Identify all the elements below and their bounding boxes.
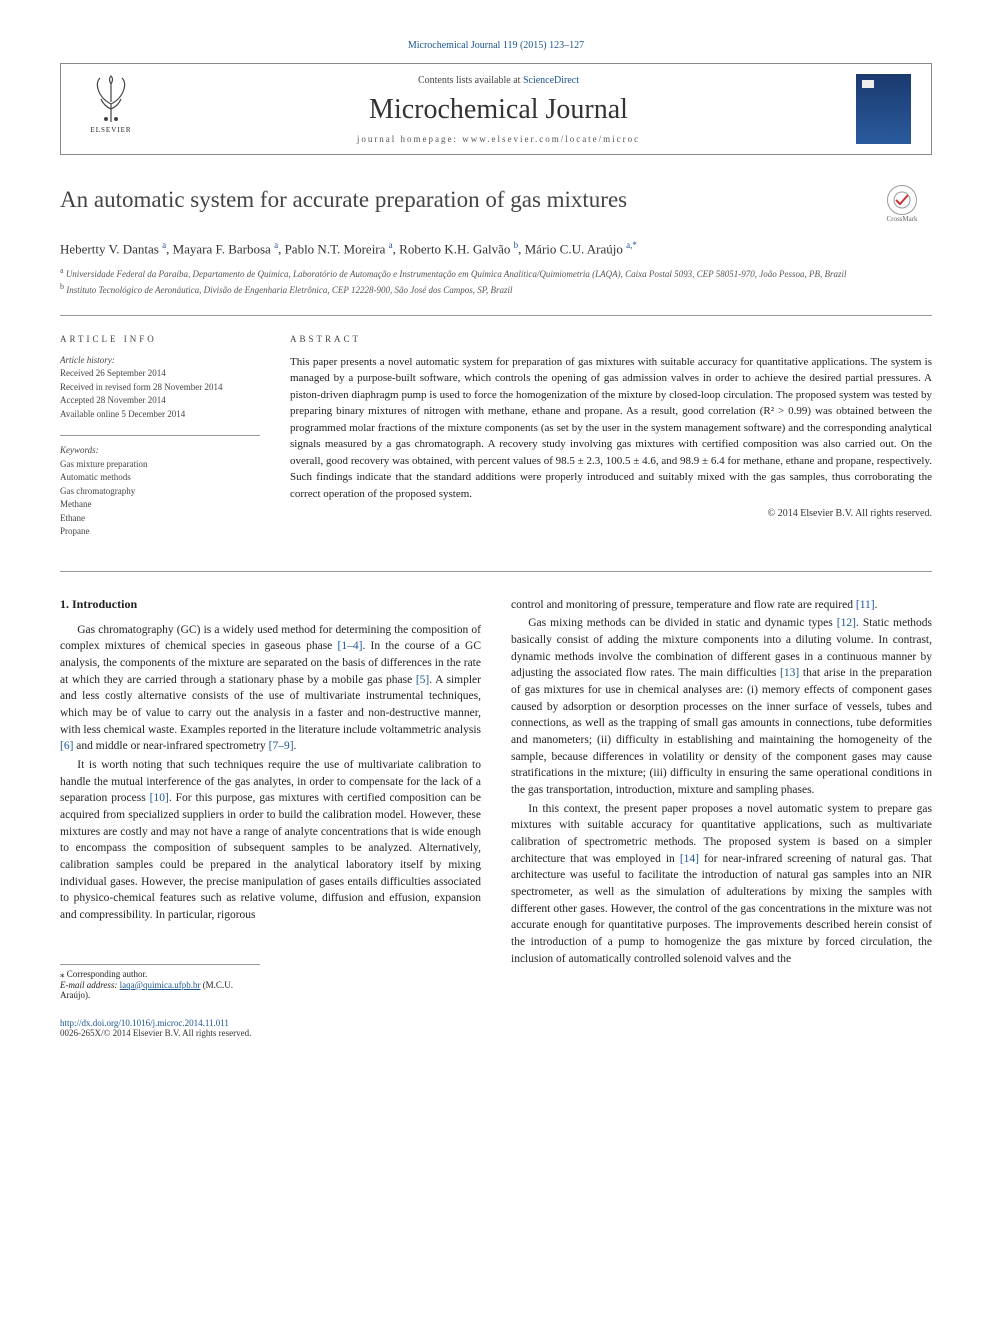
intro-p5: In this context, the present paper propo…: [511, 801, 932, 968]
crossmark-icon: [887, 185, 917, 215]
info-abstract-row: ARTICLE INFO Article history: Received 2…: [60, 334, 932, 553]
article-info-label: ARTICLE INFO: [60, 334, 260, 344]
crossmark-label: CrossMark: [886, 215, 917, 223]
divider-2: [60, 571, 932, 572]
keyword-3: Methane: [60, 498, 260, 512]
title-row: An automatic system for accurate prepara…: [60, 185, 932, 225]
header-center: Contents lists available at ScienceDirec…: [161, 75, 836, 144]
history-2: Accepted 28 November 2014: [60, 394, 260, 408]
corr-email[interactable]: laqa@quimica.ufpb.br: [120, 980, 201, 990]
ref-10[interactable]: [10]: [150, 792, 169, 804]
journal-header: ELSEVIER Contents lists available at Sci…: [60, 63, 932, 155]
abstract-copyright: © 2014 Elsevier B.V. All rights reserved…: [290, 508, 932, 519]
footnote-star: ⁎: [60, 969, 67, 979]
author-4: Roberto K.H. Galvão: [399, 241, 510, 256]
author-4-aff: b: [514, 240, 519, 250]
history-1: Received in revised form 28 November 201…: [60, 381, 260, 395]
affiliation-a-text: Universidade Federal da Paraíba, Departa…: [66, 269, 847, 279]
abstract-col: ABSTRACT This paper presents a novel aut…: [290, 334, 932, 553]
corr-star: ,*: [630, 240, 637, 250]
p4-a: Gas mixing methods can be divided in sta…: [528, 617, 837, 629]
ref-11[interactable]: [11]: [856, 599, 875, 611]
intro-p1: Gas chromatography (GC) is a widely used…: [60, 622, 481, 755]
footnote-area: ⁎ Corresponding author. E-mail address: …: [60, 964, 481, 1038]
ref-5[interactable]: [5]: [416, 674, 429, 686]
contents-line: Contents lists available at ScienceDirec…: [161, 75, 836, 86]
intro-p3: control and monitoring of pressure, temp…: [511, 597, 932, 614]
abstract-text: This paper presents a novel automatic sy…: [290, 354, 932, 503]
homepage-label: journal homepage:: [357, 134, 462, 144]
ref-12[interactable]: [12]: [837, 617, 856, 629]
keyword-5: Propane: [60, 525, 260, 539]
abstract-label: ABSTRACT: [290, 334, 932, 344]
intro-heading: 1. Introduction: [60, 597, 481, 612]
journal-name: Microchemical Journal: [161, 94, 836, 126]
article-history: Article history: Received 26 September 2…: [60, 354, 260, 422]
publisher-name: ELSEVIER: [90, 126, 131, 134]
history-3: Available online 5 December 2014: [60, 408, 260, 422]
p3-a: control and monitoring of pressure, temp…: [511, 599, 856, 611]
elsevier-tree-icon: [86, 74, 136, 124]
ref-6[interactable]: [6]: [60, 740, 73, 752]
author-3-aff: a: [389, 240, 393, 250]
homepage-line: journal homepage: www.elsevier.com/locat…: [161, 134, 836, 144]
elsevier-logo: ELSEVIER: [81, 74, 141, 144]
author-2: Mayara F. Barbosa: [173, 241, 271, 256]
author-1: Hebertty V. Dantas: [60, 241, 159, 256]
ref-13[interactable]: [13]: [780, 667, 799, 679]
article-info-col: ARTICLE INFO Article history: Received 2…: [60, 334, 260, 553]
affiliation-b-text: Instituto Tecnológico de Aeronáutica, Di…: [66, 285, 512, 295]
p4-c: that arise in the preparation of gas mix…: [511, 667, 932, 796]
intro-p2: It is worth noting that such techniques …: [60, 757, 481, 924]
email-label: E-mail address:: [60, 980, 120, 990]
history-label: Article history:: [60, 354, 260, 368]
info-divider: [60, 435, 260, 436]
issn-copyright: 0026-265X/© 2014 Elsevier B.V. All right…: [60, 1028, 251, 1038]
doi-link[interactable]: http://dx.doi.org/10.1016/j.microc.2014.…: [60, 1018, 229, 1028]
corresponding-footnote: ⁎ Corresponding author. E-mail address: …: [60, 964, 260, 1000]
keywords-label: Keywords:: [60, 444, 260, 458]
body-col-right: control and monitoring of pressure, temp…: [511, 597, 932, 1038]
journal-reference: Microchemical Journal 119 (2015) 123–127: [60, 40, 932, 51]
sciencedirect-link[interactable]: ScienceDirect: [523, 75, 579, 86]
author-5: Mário C.U. Araújo: [525, 241, 623, 256]
p2-b: . For this purpose, gas mixtures with ce…: [60, 792, 481, 921]
corr-label: Corresponding author.: [67, 969, 148, 979]
homepage-url: www.elsevier.com/locate/microc: [462, 134, 640, 144]
ref-14[interactable]: [14]: [680, 853, 699, 865]
body-columns: 1. Introduction Gas chromatography (GC) …: [60, 597, 932, 1038]
p5-b: for near-infrared screening of natural g…: [511, 853, 932, 965]
author-3: Pablo N.T. Moreira: [285, 241, 386, 256]
doi-block: http://dx.doi.org/10.1016/j.microc.2014.…: [60, 1018, 481, 1038]
affiliation-b: b Instituto Tecnológico de Aeronáutica, …: [60, 281, 932, 297]
keyword-2: Gas chromatography: [60, 485, 260, 499]
author-list: Hebertty V. Dantas a, Mayara F. Barbosa …: [60, 240, 932, 257]
author-1-aff: a: [162, 240, 166, 250]
keyword-1: Automatic methods: [60, 471, 260, 485]
contents-prefix: Contents lists available at: [418, 75, 523, 86]
keyword-4: Ethane: [60, 512, 260, 526]
body-col-left: 1. Introduction Gas chromatography (GC) …: [60, 597, 481, 1038]
intro-p4: Gas mixing methods can be divided in sta…: [511, 615, 932, 798]
p1-d: and middle or near-infrared spectrometry: [73, 740, 268, 752]
p1-e: .: [294, 740, 297, 752]
ref-7-9[interactable]: [7–9]: [269, 740, 294, 752]
author-2-aff: a: [274, 240, 278, 250]
ref-1-4[interactable]: [1–4]: [338, 640, 363, 652]
keywords-block: Keywords: Gas mixture preparation Automa…: [60, 444, 260, 539]
affiliation-a: a Universidade Federal da Paraíba, Depar…: [60, 265, 932, 281]
keyword-0: Gas mixture preparation: [60, 458, 260, 472]
history-0: Received 26 September 2014: [60, 367, 260, 381]
p3-b: .: [875, 599, 878, 611]
divider: [60, 315, 932, 316]
journal-cover-thumbnail: [856, 74, 911, 144]
article-title: An automatic system for accurate prepara…: [60, 185, 852, 215]
crossmark-badge[interactable]: CrossMark: [872, 185, 932, 225]
